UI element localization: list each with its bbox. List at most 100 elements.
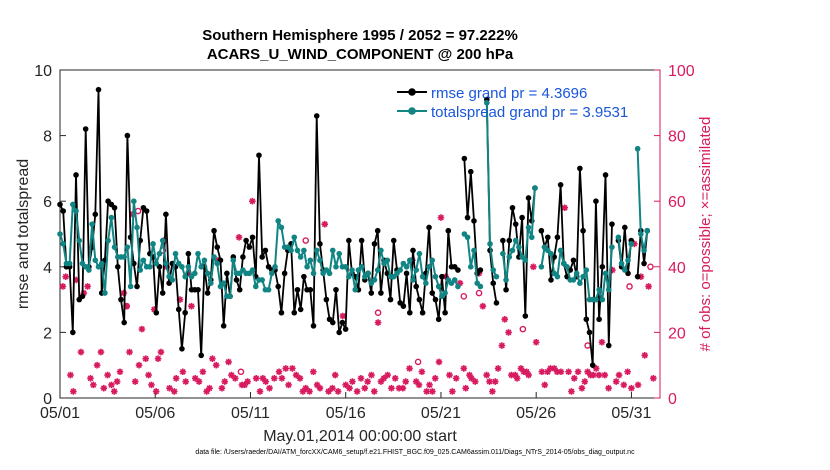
obs-assimilated-mark xyxy=(191,375,199,382)
obs-assimilated-mark xyxy=(123,302,130,310)
obs-assimilated-mark xyxy=(206,384,213,392)
obs-assimilated-mark xyxy=(285,381,292,389)
obs-assimilated-mark xyxy=(641,352,649,359)
obs-assimilated-mark xyxy=(423,388,430,395)
series-point-rmse xyxy=(60,208,67,214)
series-point-totalspread xyxy=(464,234,471,241)
series-point-totalspread xyxy=(98,260,105,267)
obs-assimilated-mark xyxy=(374,319,382,326)
series-point-rmse xyxy=(471,218,477,224)
series-point-totalspread xyxy=(301,247,307,254)
series-point-totalspread xyxy=(374,267,381,273)
series-point-totalspread xyxy=(596,286,602,293)
obs-assimilated-mark xyxy=(532,338,540,346)
obs-assimilated-mark xyxy=(634,381,642,389)
obs-assimilated-mark xyxy=(188,302,195,310)
obs-assimilated-mark xyxy=(87,375,94,382)
series-point-rmse xyxy=(204,290,211,296)
right-y-axis-label: # of obs: o=possible; ×=assimilated xyxy=(697,117,714,352)
series-point-totalspread xyxy=(57,231,63,237)
obs-assimilated-mark xyxy=(489,388,496,395)
series-point-totalspread xyxy=(169,277,176,283)
series-point-totalspread xyxy=(153,260,160,267)
obs-assimilated-mark xyxy=(547,365,554,372)
obs-assimilated-mark xyxy=(399,384,407,392)
series-point-rmse xyxy=(342,326,349,332)
series-point-totalspread xyxy=(179,264,185,270)
series-point-rmse xyxy=(236,286,243,293)
series-point-rmse xyxy=(114,264,121,270)
series-point-totalspread xyxy=(163,260,169,267)
series-point-rmse xyxy=(323,296,330,303)
series-point-totalspread xyxy=(641,247,647,254)
obs-assimilated-mark xyxy=(152,388,160,395)
series-point-rmse xyxy=(220,323,227,329)
obs-assimilated-mark xyxy=(466,371,473,379)
series-point-rmse xyxy=(246,244,253,250)
series-point-totalspread xyxy=(329,247,336,254)
obs-assimilated-mark xyxy=(377,378,385,385)
series-point-rmse xyxy=(500,237,506,244)
series-point-rmse xyxy=(419,309,426,316)
obs-assimilated-mark xyxy=(100,384,108,392)
obs-assimilated-mark xyxy=(209,355,216,362)
series-point-rmse xyxy=(313,113,320,119)
series-point-totalspread xyxy=(182,273,188,280)
series-point-rmse xyxy=(596,316,602,323)
obs-assimilated-mark xyxy=(334,388,342,395)
obs-assimilated-mark xyxy=(568,388,575,395)
series-point-totalspread xyxy=(204,270,211,277)
series-point-totalspread xyxy=(317,257,323,264)
obs-assimilated-mark xyxy=(90,381,97,389)
series-point-totalspread xyxy=(70,201,76,208)
series-point-rmse xyxy=(387,296,394,303)
obs-assimilated-mark xyxy=(505,329,512,336)
series-point-rmse xyxy=(143,208,150,214)
obs-assimilated-mark xyxy=(302,384,310,392)
obs-assimilated-mark xyxy=(166,384,173,392)
obs-assimilated-mark xyxy=(299,388,307,395)
series-point-totalspread xyxy=(426,264,432,270)
series-point-totalspread xyxy=(92,257,99,264)
series-point-rmse xyxy=(390,237,397,244)
series-point-totalspread xyxy=(208,280,214,287)
series-point-rmse xyxy=(182,309,188,316)
series-point-rmse xyxy=(339,319,346,326)
series-point-totalspread xyxy=(451,277,458,283)
series-point-totalspread xyxy=(570,277,577,283)
series-point-totalspread xyxy=(111,244,118,250)
series-point-totalspread xyxy=(406,257,413,264)
obs-assimilated-mark xyxy=(244,378,251,385)
obs-assimilated-mark xyxy=(353,388,361,395)
series-point-totalspread xyxy=(500,250,506,257)
obs-assimilated-mark xyxy=(306,388,313,395)
obs-assimilated-mark xyxy=(565,368,572,376)
series-point-totalspread xyxy=(214,260,221,267)
series-point-totalspread xyxy=(288,247,294,254)
series-point-totalspread xyxy=(365,270,371,277)
x-tick-label: 05/11 xyxy=(231,405,270,422)
obs-possible-mark xyxy=(584,342,591,349)
series-point-totalspread xyxy=(410,277,416,283)
series-line-totalspread xyxy=(485,102,498,278)
obs-assimilated-mark xyxy=(228,371,235,379)
series-point-totalspread xyxy=(127,283,134,290)
series-point-rmse xyxy=(92,211,99,218)
series-point-rmse xyxy=(291,309,298,316)
obs-assimilated-mark xyxy=(145,371,152,379)
series-point-totalspread xyxy=(397,267,403,273)
series-point-rmse xyxy=(249,234,256,241)
series-point-rmse xyxy=(275,283,282,290)
series-line-totalspread xyxy=(636,148,649,252)
obs-assimilated-mark xyxy=(172,375,180,382)
obs-assimilated-mark xyxy=(449,388,456,395)
obs-assimilated-mark xyxy=(544,368,551,376)
series-point-totalspread xyxy=(342,264,349,270)
data-file-footnote: data file: /Users/raeder/DAI/ATM_forcXX/… xyxy=(195,449,635,456)
series-point-totalspread xyxy=(137,267,144,273)
series-point-totalspread xyxy=(538,264,545,270)
obs-possible-mark xyxy=(302,237,310,244)
series-point-totalspread xyxy=(105,237,111,244)
series-point-rmse xyxy=(153,309,160,316)
series-point-totalspread xyxy=(333,264,339,270)
